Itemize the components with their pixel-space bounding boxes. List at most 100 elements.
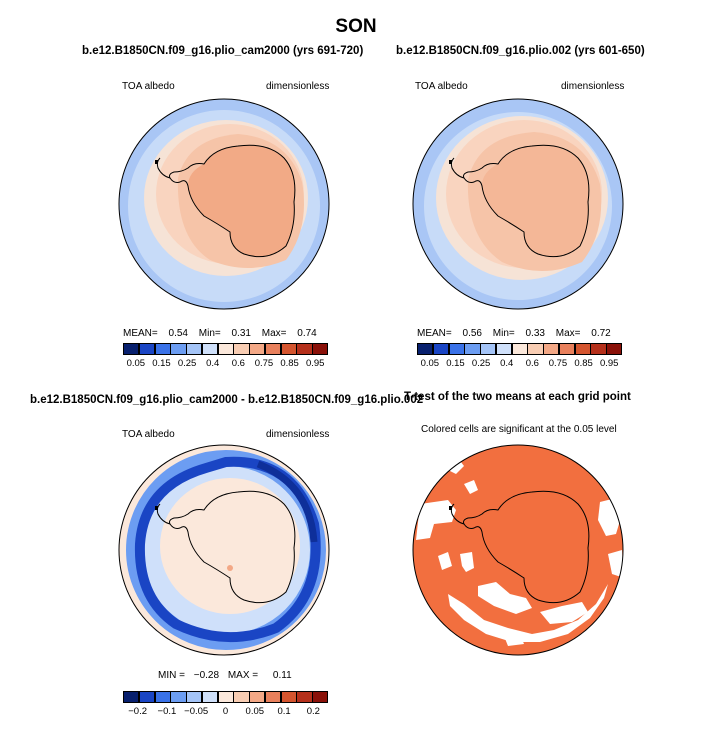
colorbar-swatch [186, 343, 203, 355]
panel-4-title: T-test of the two means at each grid poi… [404, 391, 631, 403]
colorbar-swatch [123, 691, 140, 703]
panel-2-max-label: Max= [555, 328, 581, 339]
panel-3-map [118, 444, 330, 656]
colorbar-tick-label: 0.15 [446, 358, 465, 369]
panel-1-variable-label: TOA albedo [122, 81, 175, 92]
panel-2-max-value: 0.72 [591, 328, 611, 339]
colorbar-swatch [264, 691, 282, 703]
panel-4-map [412, 444, 624, 656]
colorbar-tick-label: 0.6 [525, 358, 539, 369]
colorbar-swatch [264, 343, 282, 355]
antarctica-coastline [169, 490, 296, 604]
colorbar-swatch [186, 691, 203, 703]
panel-1-colorbar-labels: 0.05 0.15 0.25 0.4 0.6 0.75 0.85 0.95 [123, 358, 328, 370]
panel-2-colorbar [417, 343, 623, 355]
peninsula [450, 503, 465, 525]
colorbar-swatch [511, 343, 528, 355]
colorbar-tick-label: −0.2 [128, 706, 148, 717]
colorbar-swatch [417, 343, 434, 355]
panel-3-min-value: −0.28 [193, 670, 220, 681]
colorbar-tick-label: 0.2 [306, 706, 320, 717]
colorbar-tick-label: 0.6 [231, 358, 245, 369]
panel-1-mean-value: 0.54 [168, 328, 188, 339]
colorbar-tick-label: 0.75 [254, 358, 274, 369]
colorbar-swatch [480, 343, 497, 355]
colorbar-swatch [170, 691, 187, 703]
colorbar-tick-label: 0.95 [305, 358, 325, 369]
panel-2-map [412, 98, 624, 310]
island-mark [449, 160, 452, 164]
colorbar-swatch [574, 343, 591, 355]
antarctica-field [188, 145, 295, 257]
antarctica-field [482, 145, 589, 257]
antarctica-coastline [463, 144, 590, 258]
colorbar-swatch [138, 691, 156, 703]
panel-2-title: b.e12.B1850CN.f09_g16.plio.002 (yrs 601-… [396, 45, 645, 57]
colorbar-swatch [280, 343, 297, 355]
panel-1-max-label: Max= [261, 328, 287, 339]
colorbar-swatch [312, 691, 329, 703]
colorbar-tick-label: −0.05 [184, 706, 209, 717]
colorbar-tick-label: 0.05 [126, 358, 146, 369]
colorbar-swatch [432, 343, 450, 355]
colorbar-swatch [233, 691, 250, 703]
colorbar-swatch [170, 343, 187, 355]
panel-3-min-label: MIN = [158, 670, 185, 681]
panel-2-min-value: 0.33 [525, 328, 545, 339]
colorbar-swatch [123, 343, 140, 355]
colorbar-swatch [233, 343, 250, 355]
antarctica-coastline [169, 144, 296, 258]
colorbar-swatch [154, 691, 171, 703]
panel-2-mean-value: 0.56 [462, 328, 482, 339]
colorbar-tick-label: 0.85 [574, 358, 593, 369]
island-mark [155, 506, 158, 510]
colorbar-tick-label: 0.05 [245, 706, 265, 717]
colorbar-tick-label: 0 [222, 706, 229, 717]
colorbar-swatch [280, 691, 297, 703]
panel-2-variable-label: TOA albedo [415, 81, 468, 92]
colorbar-tick-label: 0.1 [277, 706, 291, 717]
panel-2-min-label: Min= [492, 328, 515, 339]
positive-spot [227, 565, 233, 571]
antarctica-field [188, 491, 295, 603]
colorbar-swatch [201, 691, 219, 703]
colorbar-swatch [312, 343, 329, 355]
colorbar-swatch [606, 343, 623, 355]
panel-2-units-label: dimensionless [561, 81, 625, 92]
panel-3-max-label: MAX = [227, 670, 259, 681]
colorbar-tick-label: 0.4 [206, 358, 220, 369]
colorbar-swatch [495, 343, 513, 355]
panel-3-colorbar-labels: −0.2 −0.1 −0.05 0 0.05 0.1 0.2 [123, 706, 328, 718]
island-mark [155, 160, 158, 164]
colorbar-swatch [217, 691, 234, 703]
colorbar-swatch [296, 691, 313, 703]
colorbar-tick-label: 0.4 [500, 358, 514, 369]
colorbar-tick-label: 0.25 [177, 358, 197, 369]
panel-3-max-value: 0.11 [272, 670, 292, 681]
colorbar-swatch [249, 691, 266, 703]
colorbar-tick-label: −0.1 [157, 706, 177, 717]
panel-4-subtitle: Colored cells are significant at the 0.0… [421, 424, 617, 435]
panel-3-variable-label: TOA albedo [122, 429, 175, 440]
panel-1-title: b.e12.B1850CN.f09_g16.plio_cam2000 (yrs … [82, 45, 364, 57]
panel-1-map [118, 98, 330, 310]
panel-1-min-label: Min= [198, 328, 221, 339]
colorbar-tick-label: 0.85 [280, 358, 299, 369]
panel-1-min-value: 0.31 [231, 328, 251, 339]
colorbar-tick-label: 0.05 [420, 358, 440, 369]
colorbar-tick-label: 0.75 [548, 358, 568, 369]
colorbar-swatch [464, 343, 481, 355]
colorbar-swatch [527, 343, 544, 355]
panel-1-mean-label: MEAN= [123, 328, 158, 339]
peninsula [450, 157, 465, 179]
island-mark [449, 506, 452, 510]
colorbar-swatch [448, 343, 465, 355]
colorbar-tick-label: 0.95 [599, 358, 619, 369]
colorbar-swatch [138, 343, 156, 355]
colorbar-tick-label: 0.25 [471, 358, 491, 369]
colorbar-swatch [296, 343, 313, 355]
page-title: SON [335, 16, 377, 37]
panel-1-max-value: 0.74 [297, 328, 317, 339]
colorbar-swatch [201, 343, 219, 355]
panel-3-title: b.e12.B1850CN.f09_g16.plio_cam2000 - b.e… [30, 394, 424, 406]
